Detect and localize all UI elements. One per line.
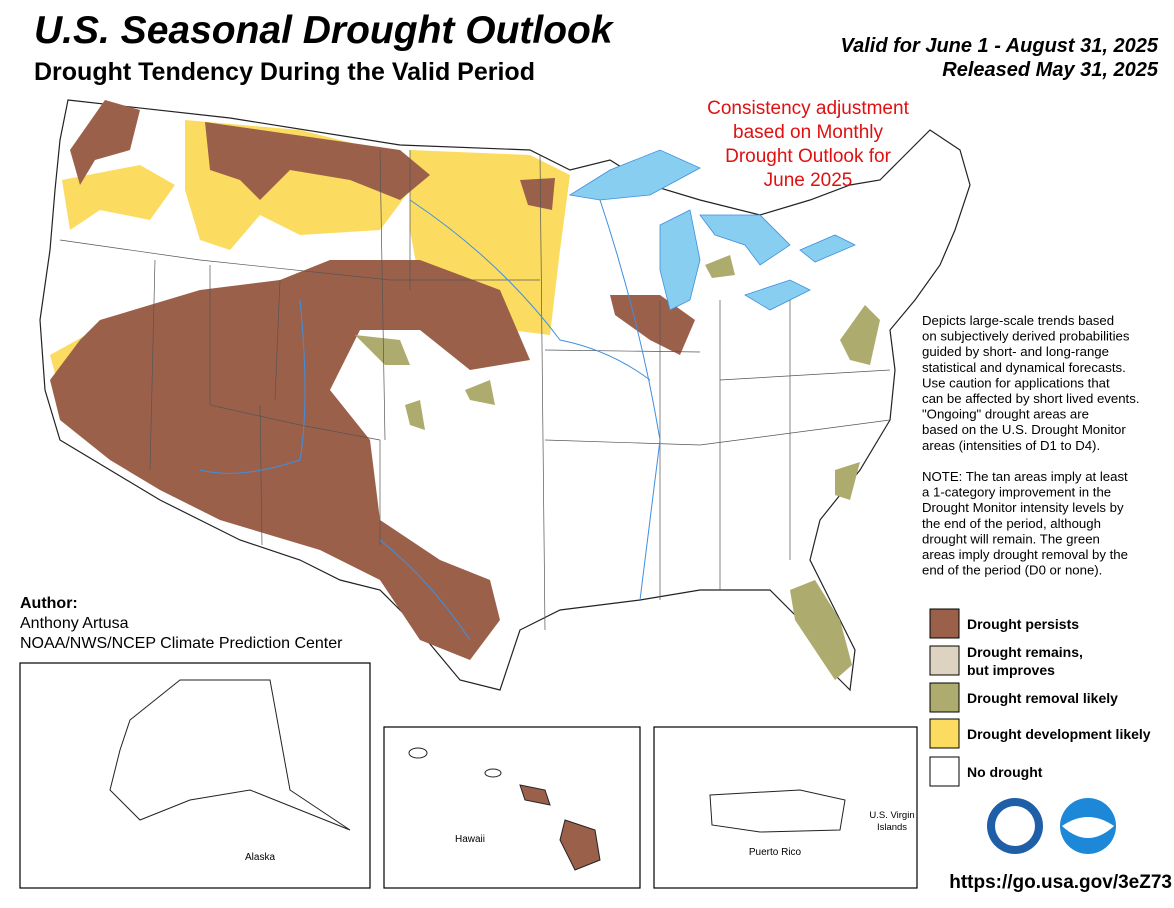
removal-region bbox=[705, 255, 735, 278]
description-line: Use caution for applications that bbox=[922, 375, 1110, 390]
legend-label: but improves bbox=[967, 662, 1055, 678]
persists-region bbox=[610, 295, 695, 355]
persists-region bbox=[70, 100, 140, 185]
legend-label: Drought remains, bbox=[967, 644, 1083, 660]
note-line: based on Monthly bbox=[733, 122, 883, 143]
virgin-islands-line: Islands bbox=[877, 822, 907, 833]
description-line: drought will remain. The green bbox=[922, 531, 1100, 546]
removal-region bbox=[835, 462, 860, 500]
legend-label: Drought removal likely bbox=[967, 690, 1118, 706]
description-line: the end of the period, although bbox=[922, 516, 1101, 531]
alaska-label: Alaska bbox=[245, 852, 275, 863]
virgin-islands-line: U.S. Virgin bbox=[869, 810, 914, 821]
kauai bbox=[408, 747, 428, 759]
removal-region bbox=[465, 380, 495, 405]
legend-label: No drought bbox=[967, 764, 1043, 780]
note-line: June 2025 bbox=[764, 170, 853, 191]
url: https://go.usa.gov/3eZ73 bbox=[949, 872, 1172, 893]
persists-region bbox=[205, 122, 430, 200]
legend-label: Drought persists bbox=[967, 616, 1079, 632]
noaa-logo-wave bbox=[1062, 817, 1114, 838]
removal-region bbox=[405, 400, 425, 430]
author-heading: Author: bbox=[20, 595, 78, 612]
us-outline bbox=[39, 99, 971, 692]
description-line: areas (intensities of D1 to D4). bbox=[922, 438, 1100, 453]
persists-region bbox=[50, 260, 530, 660]
description-line: statistical and dynamical forecasts. bbox=[922, 360, 1126, 375]
description-line: areas imply drought removal by the bbox=[922, 547, 1128, 562]
description-line: end of the period (D0 or none). bbox=[922, 563, 1102, 578]
great-lakes bbox=[659, 209, 701, 311]
hawaii-islands bbox=[519, 784, 601, 871]
legend-label: Drought development likely bbox=[967, 726, 1151, 742]
description-line: "Ongoing" drought areas are bbox=[922, 407, 1089, 422]
great-lakes bbox=[799, 234, 856, 263]
legend-swatch bbox=[929, 756, 960, 787]
description-line: can be affected by short lived events. bbox=[922, 391, 1139, 406]
removal-region bbox=[840, 305, 880, 365]
alaska-shape bbox=[109, 679, 351, 831]
puerto-rico-shape bbox=[709, 789, 846, 833]
removal-region bbox=[790, 580, 852, 680]
subtitle: Drought Tendency During the Valid Period bbox=[34, 58, 535, 86]
great-lakes bbox=[744, 279, 811, 311]
description-line: Depicts large-scale trends based bbox=[922, 313, 1114, 328]
description-line: on subjectively derived probabilities bbox=[922, 329, 1130, 344]
description-line: a 1-category improvement in the bbox=[922, 485, 1111, 500]
note-line: Drought Outlook for bbox=[725, 146, 891, 167]
description-line: Drought Monitor intensity levels by bbox=[922, 500, 1124, 515]
author-org: NOAA/NWS/NCEP Climate Prediction Center bbox=[20, 635, 343, 652]
consistency-note: Consistency adjustment based on Monthly Dr… bbox=[707, 98, 909, 191]
state-lines bbox=[59, 149, 891, 631]
persists-region bbox=[520, 178, 555, 210]
valid-period: Valid for June 1 - August 31, 2025 bbox=[841, 35, 1159, 57]
development-region bbox=[62, 165, 175, 230]
removal-region bbox=[355, 335, 410, 365]
release-date: Released May 31, 2025 bbox=[942, 59, 1159, 81]
title: U.S. Seasonal Drought Outlook bbox=[34, 9, 615, 52]
oahu bbox=[484, 768, 502, 778]
legend-swatch bbox=[929, 682, 960, 713]
conus-map bbox=[39, 99, 971, 692]
legend-swatch bbox=[929, 608, 960, 639]
description-line: NOTE: The tan areas imply at least bbox=[922, 469, 1128, 484]
description-line: guided by short- and long-range bbox=[922, 344, 1109, 359]
legend-swatch bbox=[929, 718, 960, 749]
great-lakes bbox=[699, 214, 791, 266]
rivers bbox=[199, 199, 661, 641]
legend-swatch bbox=[929, 645, 960, 676]
doc-logo-inner bbox=[995, 806, 1035, 846]
hawaii-label: Hawaii bbox=[455, 834, 485, 845]
note-line: Consistency adjustment bbox=[707, 98, 909, 119]
author-name: Anthony Artusa bbox=[20, 615, 129, 632]
description-line: based on the U.S. Drought Monitor bbox=[922, 422, 1126, 437]
puerto-rico-label: Puerto Rico bbox=[749, 847, 802, 858]
legend: Drought persists Drought remains, but impr… bbox=[929, 608, 1151, 787]
